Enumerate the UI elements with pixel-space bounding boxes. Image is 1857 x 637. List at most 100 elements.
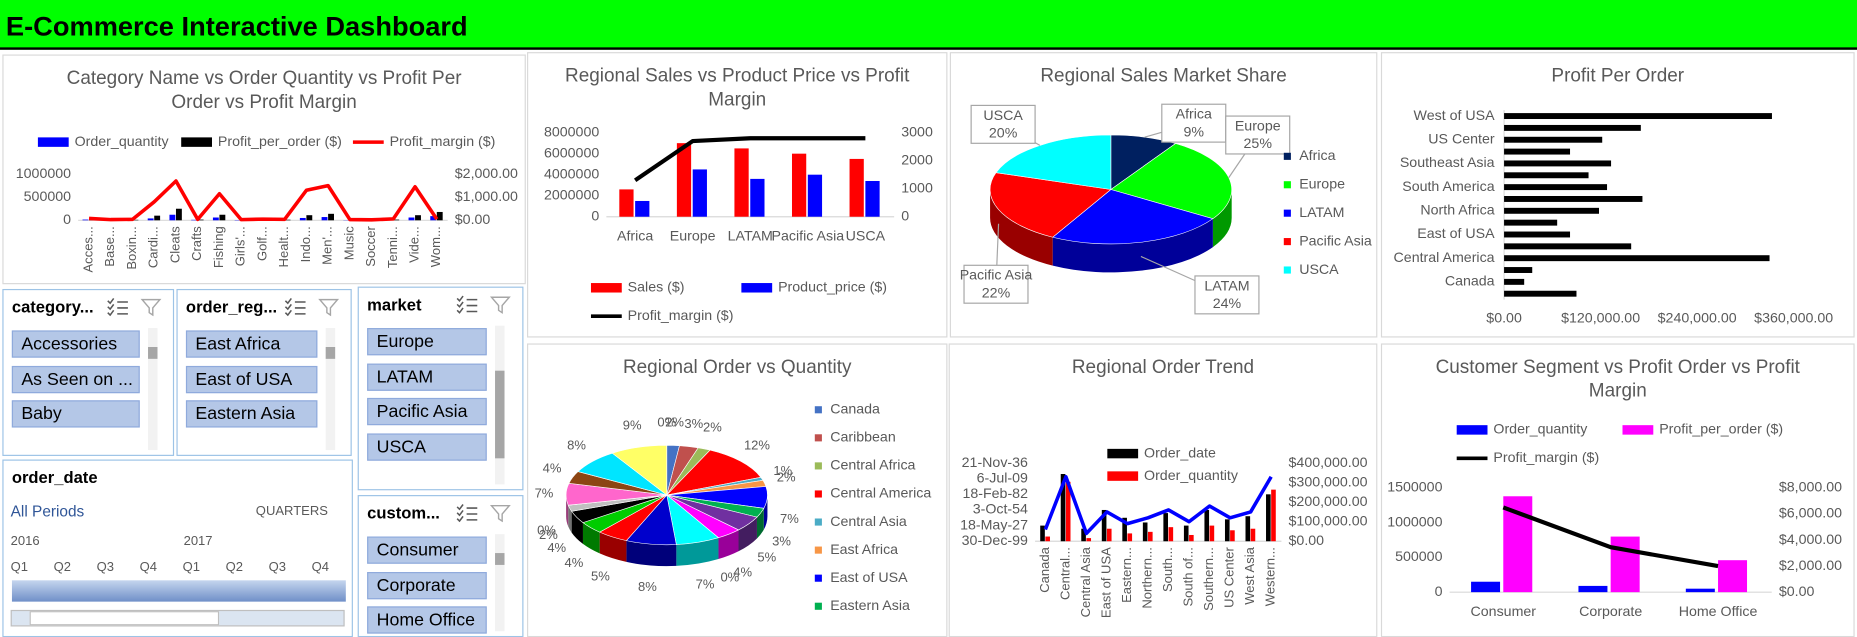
- timeline-scroll-thumb[interactable]: [29, 611, 220, 626]
- scrollbar[interactable]: [148, 328, 158, 451]
- bar: [1142, 522, 1148, 542]
- slicer-item[interactable]: LATAM: [367, 362, 487, 391]
- x-tick-label: USCA: [846, 229, 886, 245]
- slicer-item[interactable]: As Seen on ...: [11, 365, 140, 393]
- bar: [791, 153, 807, 217]
- bar: [635, 200, 650, 217]
- slicer-item[interactable]: Home Office: [367, 606, 487, 634]
- bar: [197, 219, 204, 221]
- scroll-thumb[interactable]: [325, 347, 336, 359]
- timeline-period: All Periods: [10, 502, 85, 520]
- x-tick-label: Indo...: [298, 226, 313, 262]
- slicer-icons: [284, 297, 340, 317]
- legend-label: Sales ($): [628, 280, 685, 296]
- timeline-level[interactable]: QUARTERS: [255, 504, 328, 519]
- data-label: 3%: [684, 416, 703, 431]
- slicer-item[interactable]: Consumer: [367, 536, 487, 564]
- y-tick-label: 3-Oct-54: [973, 502, 1028, 518]
- legend-swatch: [814, 490, 822, 498]
- x-tick-label: South of...: [1180, 547, 1195, 606]
- legend-swatch: [814, 462, 822, 470]
- pie-side: [566, 495, 569, 527]
- lines: [294, 301, 306, 315]
- multi-select-icon[interactable]: [456, 504, 478, 523]
- callout-box: [1194, 275, 1260, 315]
- slicer-item[interactable]: Europe: [367, 328, 487, 356]
- slicer-item[interactable]: Accessories: [11, 330, 140, 358]
- bar: [147, 218, 154, 221]
- legend-swatch: [814, 518, 822, 526]
- x-tick-label: Cleats: [167, 226, 182, 263]
- clear-filter-icon[interactable]: [140, 298, 162, 317]
- data-label: 24%: [1213, 296, 1242, 312]
- y-tick-label: 4000000: [544, 166, 599, 182]
- bar: [1504, 113, 1772, 120]
- legend-swatch: [1283, 152, 1291, 160]
- scrollbar[interactable]: [495, 325, 505, 485]
- bar: [1504, 219, 1558, 226]
- scroll-thumb[interactable]: [148, 347, 158, 359]
- multi-select-icon[interactable]: [107, 297, 128, 317]
- bar: [1504, 278, 1525, 285]
- scroll-thumb[interactable]: [495, 370, 505, 459]
- data-label: 4%: [543, 461, 562, 476]
- pie-slice: [989, 172, 1112, 238]
- y-tick-label: 500000: [1395, 549, 1442, 565]
- legend-label: Profit_margin ($): [1493, 450, 1599, 466]
- legend-swatch: [814, 602, 822, 610]
- x-tick-label: Consumer: [1471, 604, 1537, 620]
- x-tick-label: Tenni...: [385, 226, 400, 268]
- bar: [1122, 517, 1127, 542]
- y-tick-label: North Africa: [1420, 203, 1494, 219]
- timeline-quarter: Q4: [139, 560, 158, 575]
- slicer: custom... Consumer Corporate Home Office: [357, 495, 524, 637]
- y2-tick-label: $100,000.00: [1289, 513, 1368, 529]
- bar: [82, 219, 89, 221]
- clear-filter-icon[interactable]: [489, 504, 511, 523]
- x-tick-label: Fishing: [211, 226, 226, 268]
- x-tick-label: Acces...: [80, 226, 95, 272]
- slicer-item[interactable]: Eastern Asia: [185, 400, 318, 428]
- bar: [1127, 533, 1133, 542]
- scrollbar[interactable]: [495, 534, 505, 632]
- chart-title: Category Name vs Order Quantity vs Profi…: [66, 68, 462, 113]
- bar: [1504, 136, 1603, 143]
- chart-panel: Regional Order Trend: [948, 343, 1378, 637]
- data-label-name: Pacific Asia: [960, 268, 1033, 284]
- bar: [212, 217, 219, 221]
- x-tick-label: $0.00: [1486, 310, 1522, 326]
- check-marks: [456, 295, 464, 314]
- chart-title: Regional Order Trend: [1071, 357, 1255, 378]
- slicer-item[interactable]: Baby: [11, 400, 140, 428]
- pie-side: [626, 540, 677, 567]
- clear-filter-icon[interactable]: [318, 298, 340, 317]
- bar: [219, 214, 226, 221]
- multi-select-icon[interactable]: [284, 297, 306, 317]
- timeline-quarter: Q1: [10, 560, 29, 575]
- slicer-item[interactable]: East of USA: [185, 365, 318, 393]
- y2-tick-label: $0.00: [1779, 584, 1815, 600]
- x-tick-label: Music: [341, 226, 356, 260]
- bar: [306, 215, 313, 221]
- x-tick-label: Canada: [1037, 546, 1052, 592]
- scrollbar[interactable]: [325, 328, 336, 451]
- x-tick-label: Corporate: [1579, 604, 1642, 620]
- x-tick-label: Golf...: [254, 226, 269, 261]
- multi-select-icon[interactable]: [456, 295, 478, 314]
- slicer-item[interactable]: Pacific Asia: [367, 397, 487, 426]
- legend-label: Order_quantity: [1493, 422, 1588, 438]
- x-tick-label: Southern...: [1201, 547, 1216, 611]
- chart-title: Regional Order vs Quantity: [622, 357, 852, 378]
- slicer-item[interactable]: East Africa: [185, 330, 318, 358]
- clear-filter-icon[interactable]: [489, 296, 511, 314]
- y-tick-label: 18-Feb-82: [962, 486, 1028, 502]
- bar: [1250, 528, 1256, 542]
- slicer-item[interactable]: USCA: [367, 432, 487, 461]
- data-label: 12%: [744, 438, 770, 453]
- callout-box: [1161, 103, 1227, 143]
- bar: [1040, 525, 1045, 542]
- slicer-item[interactable]: Corporate: [367, 571, 487, 599]
- bar: [692, 169, 707, 217]
- timeline-bar[interactable]: [10, 580, 346, 602]
- scroll-thumb[interactable]: [495, 553, 505, 565]
